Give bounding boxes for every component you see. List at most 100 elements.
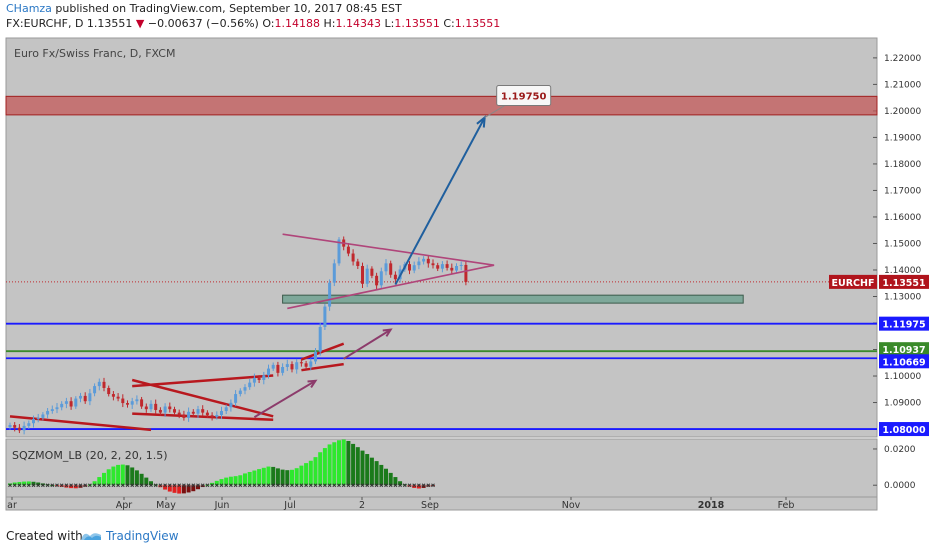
symbol-badge xyxy=(829,274,877,289)
tradingview-brand-link[interactable]: TradingView xyxy=(106,529,179,543)
rally-arrow-line xyxy=(343,328,392,360)
squeeze-dot xyxy=(285,483,290,488)
target-arrow-line xyxy=(394,117,486,286)
price-axis-badge xyxy=(879,316,929,331)
momentum-bar xyxy=(158,485,163,488)
candle-body xyxy=(79,395,82,399)
open-label: O: xyxy=(262,17,275,30)
candle-body xyxy=(158,409,162,413)
candle-body xyxy=(328,282,332,307)
price-axis-badge xyxy=(879,422,929,437)
momentum-bar xyxy=(36,482,41,486)
triangle-lower-line xyxy=(287,264,495,310)
momentum-bar xyxy=(337,440,341,486)
candle-body xyxy=(267,368,270,376)
candle-body xyxy=(69,401,73,407)
x-tick-label: 2 xyxy=(359,500,365,511)
candle-body xyxy=(431,263,435,266)
squeeze-dot xyxy=(97,483,102,488)
momentum-bar xyxy=(172,485,177,493)
momentum-bar xyxy=(318,452,323,486)
momentum-bar xyxy=(247,471,252,486)
squeeze-dot xyxy=(153,483,158,488)
momentum-bar xyxy=(407,485,412,487)
squeeze-dot xyxy=(290,483,294,488)
candle-body xyxy=(17,427,21,431)
y-tick-label: 1.09000 xyxy=(884,399,921,409)
candle-body xyxy=(220,411,223,415)
squeeze-dot xyxy=(88,483,92,488)
momentum-bar xyxy=(97,477,102,486)
squeeze-dot xyxy=(116,483,120,488)
momentum-tick-label: 0.0000 xyxy=(884,481,916,491)
candle-body xyxy=(154,403,158,410)
candle-body xyxy=(257,377,261,380)
candle-body xyxy=(182,414,186,418)
momentum-bar xyxy=(228,476,233,486)
momentum-bar xyxy=(102,472,106,486)
candle-body xyxy=(351,253,355,262)
y-tick-label: 1.19000 xyxy=(884,133,921,143)
candle-body xyxy=(262,375,266,380)
momentum-pane xyxy=(5,438,878,498)
close-value: 1.13551 xyxy=(454,17,501,30)
close-label: C: xyxy=(443,17,455,30)
candle-body xyxy=(393,274,397,280)
squeeze-dot xyxy=(233,483,238,488)
price-axis-badge xyxy=(879,354,929,369)
momentum-bar xyxy=(130,467,135,486)
squeeze-dot xyxy=(120,483,125,488)
squeeze-dot xyxy=(271,483,276,488)
momentum-bar xyxy=(83,485,88,487)
momentum-bar xyxy=(17,481,22,486)
squeeze-dot xyxy=(351,483,355,488)
squeeze-dot xyxy=(12,483,17,488)
momentum-bar xyxy=(374,461,379,486)
target-callout-box xyxy=(496,85,552,107)
momentum-bar xyxy=(139,473,144,486)
momentum-bar xyxy=(200,485,205,488)
callout-pointer xyxy=(484,105,505,118)
momentum-bar xyxy=(398,481,403,486)
squeeze-dot xyxy=(26,483,31,488)
momentum-bar xyxy=(12,482,17,486)
candle-body xyxy=(111,394,115,397)
momentum-bar xyxy=(412,485,417,488)
y-tick-label: 1.20000 xyxy=(884,107,921,117)
momentum-bar xyxy=(290,469,294,486)
candle-body xyxy=(201,409,205,413)
author-link[interactable]: CHamza xyxy=(6,2,52,15)
squeeze-dot xyxy=(294,483,299,488)
squeeze-dot xyxy=(45,483,50,488)
candle-body xyxy=(88,393,92,402)
candle-body xyxy=(97,381,101,387)
squeeze-dot xyxy=(355,483,360,488)
squeeze-dot xyxy=(83,483,88,488)
momentum-bar xyxy=(191,485,196,492)
price-axis-badge-value: 1.11975 xyxy=(882,320,925,331)
chart-title: Euro Fx/Swiss Franc, D, FXCM xyxy=(14,47,175,60)
momentum-bar xyxy=(186,485,191,493)
candle-body xyxy=(215,414,219,417)
y-tick-label: 1.16000 xyxy=(884,213,921,223)
squeeze-dot xyxy=(308,483,313,488)
y-tick-label: 1.10000 xyxy=(884,372,921,382)
squeeze-dot xyxy=(177,483,182,488)
publish-info: CHamza published on TradingView.com, Sep… xyxy=(6,2,402,15)
symbol-badge-label: EURCHF xyxy=(832,278,875,289)
rally-arrowhead xyxy=(307,379,318,389)
squeeze-dot xyxy=(172,483,177,488)
candle-body xyxy=(50,409,54,412)
momentum-bar xyxy=(22,481,27,486)
squeeze-dot xyxy=(186,483,191,488)
chart-area[interactable]: 1.22000 1.21000 1.20000 1.19000 1.18000 1.170… xyxy=(0,0,932,520)
squeeze-dot xyxy=(125,483,130,488)
squeeze-dot xyxy=(252,483,257,488)
squeeze-dot xyxy=(92,483,97,488)
x-tick-label: 2018 xyxy=(698,500,725,511)
squeeze-dot xyxy=(78,483,83,488)
momentum-bar xyxy=(388,472,393,486)
squeeze-dot xyxy=(365,483,370,488)
candle-body xyxy=(107,387,111,395)
squeeze-dot xyxy=(247,483,252,488)
